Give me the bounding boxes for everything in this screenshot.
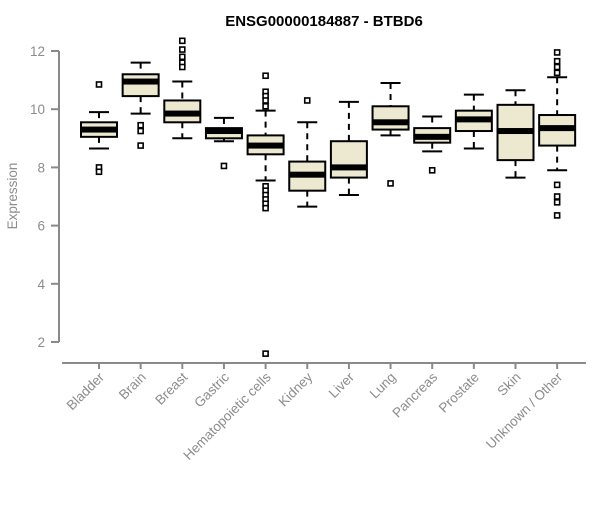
y-tick-label: 8 (37, 160, 45, 175)
outlier-point (553, 212, 561, 219)
boxplot-group-hematopoietic-cells (246, 72, 285, 357)
boxplot-group-lung (371, 82, 410, 187)
y-tick-label: 12 (30, 44, 45, 59)
outlier-point (95, 81, 103, 88)
outlier-point (553, 193, 561, 200)
outlier-point (179, 37, 186, 45)
median-bar (164, 110, 201, 117)
outlier-point (262, 204, 269, 212)
outlier-point (262, 97, 269, 104)
outlier-point (179, 63, 186, 71)
outlier-point (553, 49, 561, 56)
boxplot-group-skin (496, 89, 535, 179)
outlier-point (262, 102, 269, 110)
iqr-box (371, 105, 410, 131)
iqr-box (329, 140, 368, 179)
outlier-point (220, 162, 228, 170)
y-tick-label: 10 (30, 102, 45, 117)
median-bar (539, 125, 576, 132)
median-bar (122, 78, 159, 85)
median-bar (247, 142, 284, 149)
x-tick-label: Liver (326, 369, 358, 401)
y-tick-label: 6 (37, 219, 45, 234)
x-tick-label: Unknown / Other (483, 369, 566, 452)
y-tick-label: 2 (37, 335, 45, 350)
boxplot-group-gastric (204, 116, 243, 170)
median-bar (205, 128, 242, 135)
outlier-point (137, 127, 144, 135)
outlier-point (137, 142, 144, 149)
boxplot-group-breast (163, 37, 202, 140)
y-tick-label: 4 (37, 277, 45, 292)
median-bar (289, 171, 326, 178)
boxplot-group-bladder (80, 81, 118, 176)
outlier-point (137, 121, 144, 129)
boxplot-group-prostate (454, 93, 493, 150)
outlier-point (179, 46, 186, 53)
outlier-point (262, 350, 269, 357)
iqr-box (121, 73, 160, 98)
median-bar (330, 164, 367, 171)
outlier-point (553, 57, 561, 65)
boxplot-group-brain (121, 61, 160, 149)
median-bar (372, 119, 409, 126)
boxplot-group-liver (329, 100, 368, 197)
x-tick-label: Pancreas (389, 369, 440, 420)
x-tick-label: Skin (494, 370, 523, 399)
x-tick-label: Breast (152, 369, 190, 407)
boxplot-group-pancreas (413, 115, 452, 174)
outlier-point (553, 69, 561, 77)
x-tick-label: Lung (367, 370, 399, 402)
x-tick-label: Gastric (191, 369, 232, 410)
outlier-point (553, 181, 561, 189)
outlier-point (387, 180, 394, 187)
x-tick-label: Brain (116, 370, 149, 403)
x-tick-label: Bladder (64, 369, 108, 413)
boxplot-group-unknown-other (538, 49, 577, 219)
y-axis-label: Expression (5, 163, 20, 230)
median-bar (455, 116, 492, 123)
outlier-point (428, 167, 436, 174)
outlier-point (262, 72, 269, 80)
outlier-point (553, 63, 561, 71)
boxplot-group-kidney (288, 97, 327, 208)
x-tick-label: Kidney (276, 369, 316, 409)
median-bar (81, 126, 117, 133)
outlier-point (303, 97, 311, 104)
median-bar (497, 128, 534, 135)
chart-title: ENSG00000184887 - BTBD6 (225, 13, 423, 30)
outlier-point (179, 53, 186, 61)
outlier-point (553, 199, 561, 206)
x-tick-label: Prostate (436, 370, 482, 416)
outlier-point (95, 168, 103, 176)
median-bar (414, 133, 451, 140)
